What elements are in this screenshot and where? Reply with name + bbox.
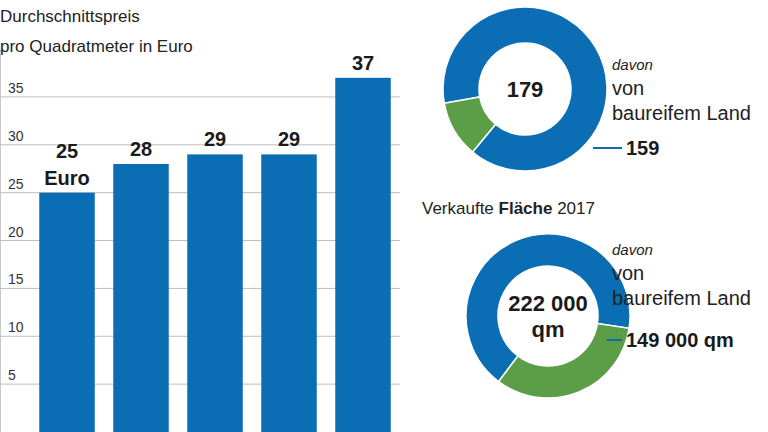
y-tick-label: 10 bbox=[8, 319, 24, 335]
bar bbox=[187, 154, 243, 432]
category-label: baureifem Land bbox=[612, 287, 751, 309]
y-tick-label: 5 bbox=[8, 367, 16, 383]
subtitle: pro Quadratmeter in Euro bbox=[0, 37, 193, 56]
category-label: von bbox=[612, 262, 644, 284]
donut-total: 179 bbox=[507, 77, 544, 102]
title-part: Fläche bbox=[494, 199, 553, 218]
leader-line bbox=[593, 147, 622, 149]
data-label: Euro bbox=[44, 167, 90, 189]
bar bbox=[335, 78, 391, 432]
data-label: 159 bbox=[626, 137, 659, 159]
title-part: 2017 bbox=[552, 199, 595, 218]
data-label: 28 bbox=[130, 138, 152, 160]
y-tick-label: 30 bbox=[8, 128, 24, 144]
y-tick-label: 35 bbox=[8, 80, 24, 96]
bar bbox=[113, 164, 169, 432]
data-label: 37 bbox=[352, 52, 374, 74]
title-part: Verkaufte bbox=[422, 199, 494, 218]
bar bbox=[261, 154, 317, 432]
data-label: 29 bbox=[204, 128, 226, 150]
data-label: 149 000 qm bbox=[626, 329, 734, 351]
donut-total: 222 000 bbox=[508, 291, 588, 316]
y-tick-label: 15 bbox=[8, 271, 24, 287]
category-label: davon bbox=[612, 56, 653, 73]
leader-line bbox=[607, 339, 622, 341]
title: Verkaufte Fläche 2017 bbox=[422, 199, 595, 218]
category-label: baureifem Land bbox=[612, 102, 751, 124]
title: Durchschnittspreis bbox=[0, 7, 140, 26]
category-label: davon bbox=[612, 241, 653, 258]
y-tick-label: 25 bbox=[8, 176, 24, 192]
category-label: von bbox=[612, 77, 644, 99]
y-tick-label: 20 bbox=[8, 224, 24, 240]
bars bbox=[39, 78, 391, 432]
data-label: 25 bbox=[56, 140, 78, 162]
chart-root: Durchschnittspreis pro Quadratmeter in Eu… bbox=[0, 0, 768, 432]
bar bbox=[39, 193, 95, 432]
donut-total: qm bbox=[532, 317, 565, 342]
data-label: 29 bbox=[278, 128, 300, 150]
donut-slice bbox=[444, 97, 495, 152]
donut-slice bbox=[443, 7, 607, 171]
